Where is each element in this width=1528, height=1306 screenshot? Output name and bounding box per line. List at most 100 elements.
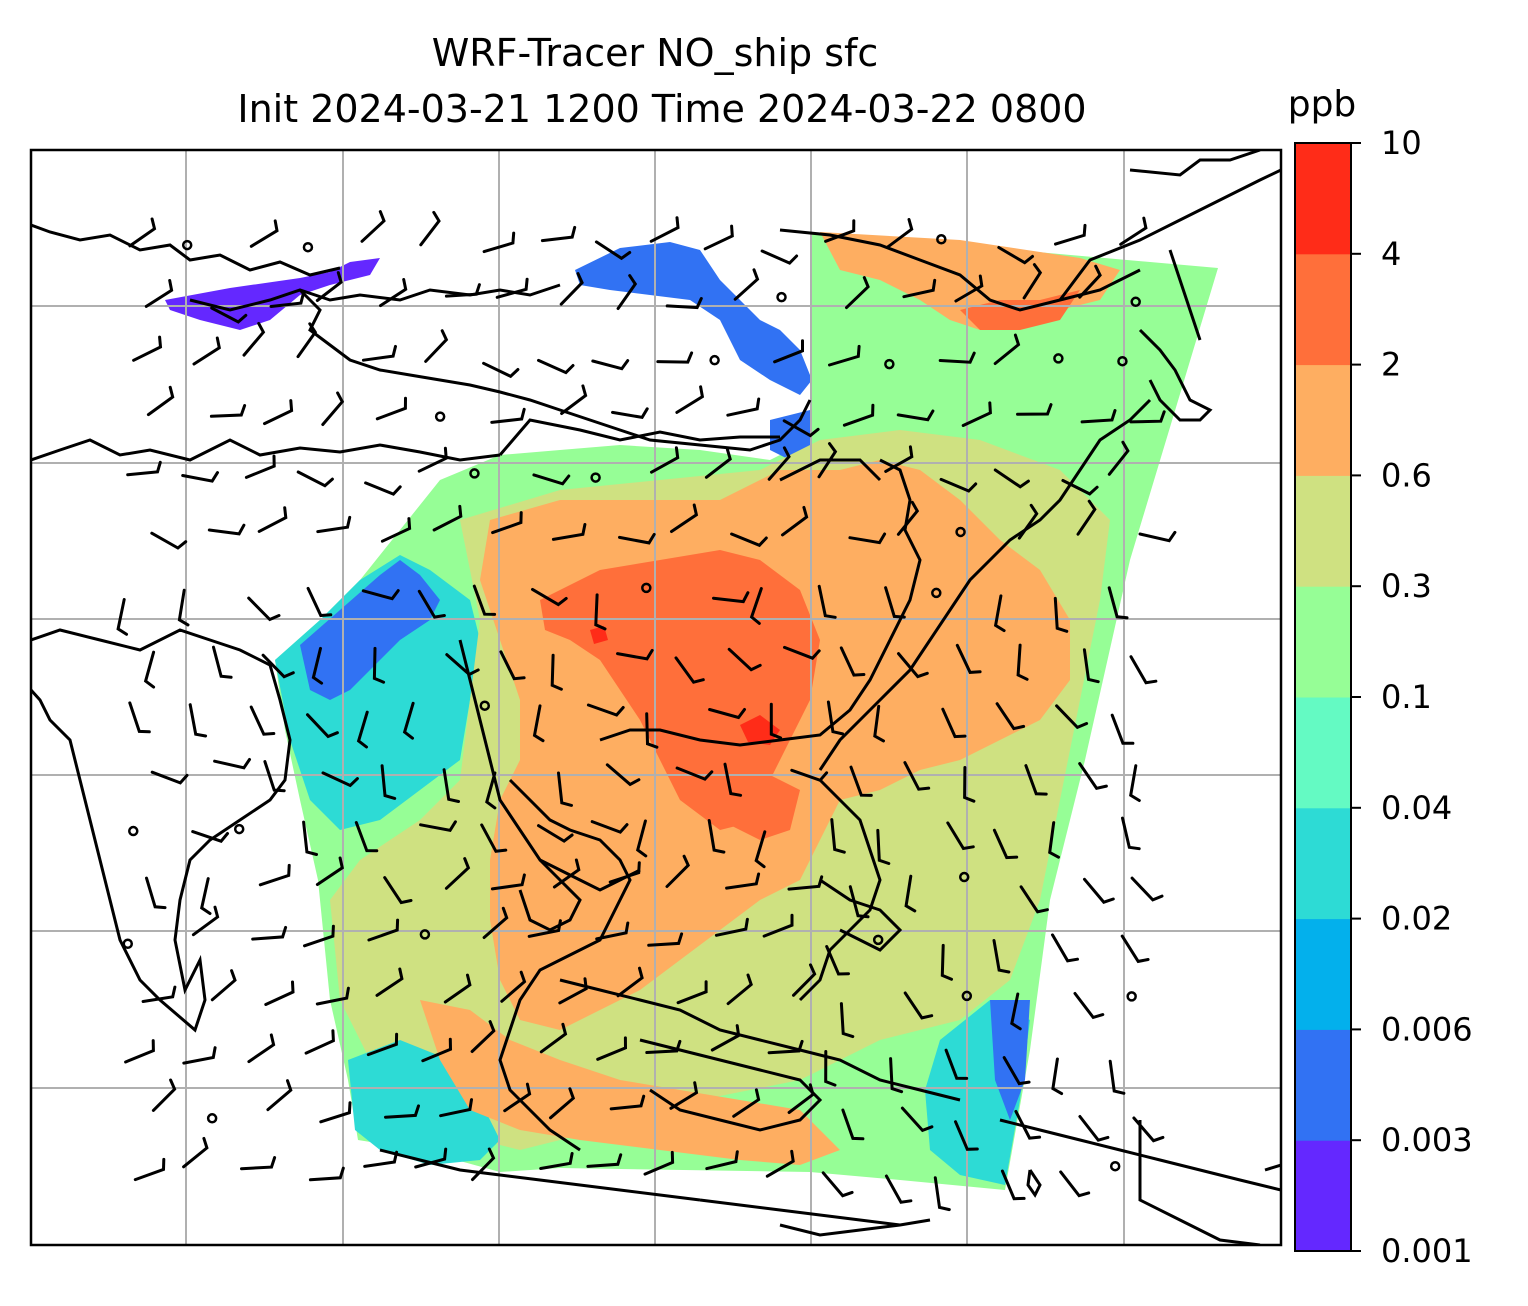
colorbar-block <box>1295 586 1351 698</box>
wind-barb <box>900 1106 934 1133</box>
wind-barb <box>1078 264 1102 299</box>
colorbar-tick-label: 2 <box>1381 346 1401 384</box>
wind-barb <box>266 1079 293 1112</box>
wind-barb <box>876 828 891 865</box>
wind-barb <box>708 708 746 720</box>
calm-circle <box>931 587 942 599</box>
wind-barb <box>200 877 212 915</box>
wind-barb <box>787 875 824 891</box>
wind-barb <box>674 656 705 684</box>
wind-barb <box>1121 816 1141 851</box>
wind-barb <box>1014 1109 1042 1140</box>
wind-barb <box>249 705 276 736</box>
map-border <box>29 148 1283 1247</box>
wind-barb <box>705 1150 739 1171</box>
wind-barb <box>367 918 400 942</box>
wind-barb <box>594 240 632 261</box>
wind-barb <box>503 1082 532 1113</box>
wind-barb <box>938 351 976 364</box>
wind-barb <box>616 274 638 310</box>
wind-barb <box>209 404 247 418</box>
calm-circle <box>1053 353 1064 364</box>
wind-barb <box>242 321 266 357</box>
wind-barb <box>824 1050 837 1087</box>
wind-barb <box>939 477 978 493</box>
colorbar-block <box>1295 1140 1351 1252</box>
wind-barb <box>1082 648 1100 684</box>
wind-barb <box>884 586 906 619</box>
wind-barb <box>417 446 448 473</box>
wind-barb <box>144 279 174 308</box>
wind-barb <box>733 268 760 301</box>
wind-barb <box>432 504 463 532</box>
calm-circle <box>1109 1160 1121 1172</box>
wind-barb <box>531 587 568 607</box>
wind-barb <box>485 771 497 810</box>
wind-barb <box>379 278 408 308</box>
wind-barb <box>264 980 295 1006</box>
wind-barb <box>182 1046 217 1065</box>
wind-barb <box>207 523 246 536</box>
colorbar-block <box>1295 807 1351 920</box>
wind-barb <box>354 821 379 853</box>
calm-circle <box>776 291 787 303</box>
calm-circle <box>419 929 431 940</box>
wind-barb <box>586 1153 623 1168</box>
wind-barb <box>315 856 344 886</box>
wind-barb <box>933 1176 951 1212</box>
wind-barb <box>315 271 343 302</box>
wind-barb <box>605 763 641 787</box>
wind-barb <box>191 830 229 843</box>
wind-barb <box>760 249 799 265</box>
wind-barb <box>645 1039 682 1054</box>
wind-barb <box>417 589 446 619</box>
wind-barb <box>1130 876 1164 902</box>
wind-barb <box>380 764 397 800</box>
calm-circle <box>641 582 652 594</box>
wind-barb <box>490 407 526 424</box>
colorbar-blocks <box>1295 143 1351 1252</box>
wind-barb <box>257 506 288 533</box>
calm-circle <box>469 468 480 479</box>
wind-barb <box>303 924 335 948</box>
wind-barb <box>848 885 870 919</box>
wind-barb <box>830 818 846 854</box>
wind-barb <box>240 1156 277 1171</box>
wind-barb <box>1083 877 1115 904</box>
wind-barb <box>363 1150 399 1168</box>
wind-barb <box>133 1157 166 1182</box>
wind-barb <box>124 1039 155 1064</box>
wind-barb <box>315 986 350 1006</box>
wind-barb <box>361 344 397 362</box>
colorbar-tick-label: 0.02 <box>1381 900 1452 938</box>
wind-barb <box>263 760 286 793</box>
wind-barb <box>884 1174 913 1204</box>
colorbar-tick-label: 0.003 <box>1381 1121 1473 1159</box>
wind-barb <box>316 515 352 534</box>
wind-barb <box>560 384 588 415</box>
wind-barb <box>1110 713 1135 745</box>
colorbar-block <box>1295 143 1351 255</box>
wind-barb <box>792 963 817 997</box>
wind-barb <box>471 1147 496 1182</box>
wind-barb <box>141 985 177 1003</box>
wind-barb <box>1107 440 1130 476</box>
wind-barb <box>944 1048 969 1080</box>
calm-circle <box>128 825 139 837</box>
wind-barb <box>1051 933 1079 963</box>
wind-barb <box>306 713 339 739</box>
wind-barb <box>896 500 920 536</box>
wind-barb <box>1053 596 1069 633</box>
wind-barb <box>364 481 402 496</box>
colorbar-block <box>1295 1029 1351 1141</box>
calm-circle <box>302 241 314 253</box>
wind-barb <box>212 645 233 679</box>
wind-barb <box>730 532 768 548</box>
field-darkorange-east <box>700 770 800 840</box>
wind-barb <box>213 758 251 770</box>
wind-barb <box>1129 764 1141 802</box>
colorbar-block <box>1295 475 1351 587</box>
wind-barb <box>559 272 584 306</box>
wind-barb <box>251 925 288 941</box>
